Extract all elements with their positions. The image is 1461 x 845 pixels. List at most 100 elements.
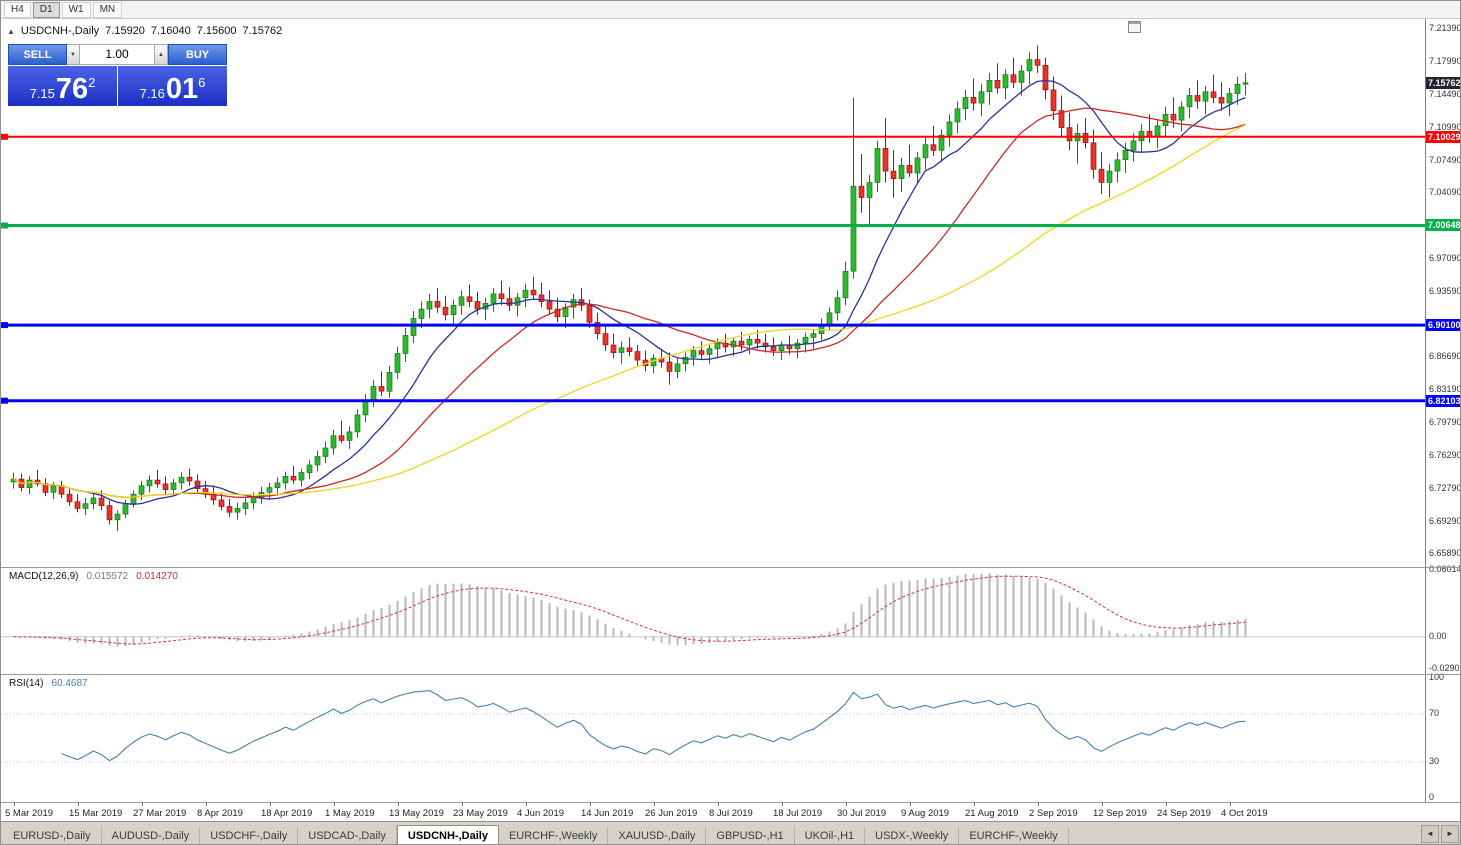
date-tick-mark bbox=[397, 803, 399, 806]
date-axis-label: 30 Jul 2019 bbox=[837, 808, 887, 819]
sell-button[interactable]: SELL bbox=[8, 44, 67, 65]
price-axis[interactable]: 7.21390 7.17990 7.14490 7.10990 7.07490 7.040… bbox=[1425, 19, 1461, 802]
date-axis[interactable]: 5 Mar 2019 15 Mar 2019 27 Mar 2019 8 Apr 20… bbox=[1, 802, 1460, 821]
price-axis-label: 6.86690 bbox=[1429, 351, 1461, 362]
price-axis-label: 7.10990 bbox=[1429, 121, 1461, 132]
rsi-panel-separator[interactable] bbox=[1, 674, 1460, 675]
date-axis-label: 14 Jun 2019 bbox=[581, 808, 634, 819]
chart-tab-usdx-weekly[interactable]: USDX-,Weekly bbox=[865, 826, 960, 844]
high-value: 7.16040 bbox=[150, 25, 191, 37]
buy-price-main: 7.16 bbox=[139, 86, 165, 101]
macd-label: MACD(12,26,9) 0.015572 0.014270 bbox=[9, 571, 178, 582]
price-axis-label: 6.83190 bbox=[1429, 384, 1461, 395]
date-tick-mark bbox=[589, 803, 591, 806]
date-tick-mark bbox=[653, 803, 655, 806]
date-axis-label: 8 Jul 2019 bbox=[709, 808, 753, 819]
macd-value: 0.015572 bbox=[86, 571, 129, 582]
line-price-tag: 7.00648 bbox=[1426, 219, 1460, 232]
date-tick-mark bbox=[973, 803, 975, 806]
current-price-tag: 7.15762 bbox=[1426, 76, 1460, 89]
price-axis-label: 6.69290 bbox=[1429, 515, 1461, 526]
date-tick-mark bbox=[717, 803, 719, 806]
date-axis-label: 12 Sep 2019 bbox=[1093, 808, 1147, 819]
price-axis-label: 6.72790 bbox=[1429, 482, 1461, 493]
price-axis-label: 7.14490 bbox=[1429, 88, 1461, 99]
tabs-scroll-left-button[interactable]: ◄ bbox=[1421, 825, 1439, 843]
date-axis-label: 13 May 2019 bbox=[389, 808, 444, 819]
date-axis-label: 8 Apr 2019 bbox=[197, 808, 243, 819]
one-click-trading-panel: SELL ▼ 1.00 ▲ BUY 7.15 76 2 7.16 01 6 bbox=[8, 44, 227, 106]
chart-tab-ukoil-h1[interactable]: UKOil-,H1 bbox=[795, 826, 866, 844]
buy-price-display[interactable]: 7.16 01 6 bbox=[118, 66, 227, 106]
chart-window[interactable]: 7.21390 7.17990 7.14490 7.10990 7.07490 7.040… bbox=[1, 19, 1461, 821]
date-tick-mark bbox=[845, 803, 847, 806]
date-tick-mark bbox=[141, 803, 143, 806]
sell-price-display[interactable]: 7.15 76 2 bbox=[8, 66, 117, 106]
chart-tab-bar: EURUSD-,Daily AUDUSD-,Daily USDCHF-,Daily U… bbox=[1, 821, 1460, 844]
price-axis-label: 7.07490 bbox=[1429, 154, 1461, 165]
timeframe-toolbar: H4 D1 W1 MN bbox=[1, 1, 1460, 19]
volume-decrease-button[interactable]: ▼ bbox=[67, 44, 80, 65]
date-tick-mark bbox=[525, 803, 527, 806]
rsi-title: RSI(14) bbox=[9, 678, 44, 689]
macd-indicator-canvas[interactable] bbox=[1, 567, 1425, 674]
date-tick-mark bbox=[333, 803, 335, 806]
symbol-title: USDCNH-,Daily bbox=[20, 25, 100, 37]
rsi-axis-label: 0 bbox=[1429, 792, 1435, 802]
date-tick-mark bbox=[461, 803, 463, 806]
rsi-indicator-canvas[interactable] bbox=[1, 674, 1425, 802]
date-tick-mark bbox=[1229, 803, 1231, 806]
chart-tab-gbpusd-h1[interactable]: GBPUSD-,H1 bbox=[706, 826, 795, 844]
price-axis-label: 7.17990 bbox=[1429, 55, 1461, 66]
volume-increase-button[interactable]: ▲ bbox=[155, 44, 168, 65]
line-price-tag: 6.82103 bbox=[1426, 394, 1460, 407]
rsi-label: RSI(14) 60.4687 bbox=[9, 678, 88, 689]
rsi-axis-label: 30 bbox=[1429, 756, 1440, 766]
date-tick-mark bbox=[1165, 803, 1167, 806]
macd-axis-label: 0.060146 bbox=[1429, 564, 1460, 574]
chart-tab-eurusd-daily[interactable]: EURUSD-,Daily bbox=[3, 826, 102, 844]
timeframe-w1-button[interactable]: W1 bbox=[61, 1, 91, 18]
volume-input[interactable]: 1.00 bbox=[80, 44, 155, 65]
line-price-tag: 7.10029 bbox=[1426, 130, 1460, 143]
collapse-panel-icon[interactable]: ▲ bbox=[7, 26, 15, 36]
chart-tab-usdcad-daily[interactable]: USDCAD-,Daily bbox=[298, 826, 397, 844]
low-value: 7.15600 bbox=[196, 25, 237, 37]
chart-tab-eurchf-weekly[interactable]: EURCHF-,Weekly bbox=[499, 826, 609, 844]
timeframe-d1-button[interactable]: D1 bbox=[32, 1, 60, 18]
timeframe-mn-button[interactable]: MN bbox=[92, 1, 123, 18]
chart-tab-eurchf-weekly[interactable]: EURCHF-,Weekly bbox=[959, 826, 1069, 844]
date-tick-mark bbox=[77, 803, 79, 806]
date-axis-label: 23 May 2019 bbox=[453, 808, 508, 819]
price-axis-label: 6.79790 bbox=[1429, 416, 1461, 427]
buy-button[interactable]: BUY bbox=[168, 44, 227, 65]
timeframe-h4-button[interactable]: H4 bbox=[4, 1, 31, 18]
chart-tab-xauusd-daily[interactable]: XAUUSD-,Daily bbox=[608, 826, 707, 844]
date-axis-label: 5 Mar 2019 bbox=[5, 808, 54, 819]
macd-axis-label: -0.029064 bbox=[1429, 662, 1460, 673]
date-tick-mark bbox=[1101, 803, 1103, 806]
buy-price-point: 6 bbox=[198, 75, 206, 90]
chart-tab-usdchf-daily[interactable]: USDCHF-,Daily bbox=[200, 826, 299, 844]
chart-tab-audusd-daily[interactable]: AUDUSD-,Daily bbox=[102, 826, 201, 844]
macd-title: MACD(12,26,9) bbox=[9, 571, 79, 582]
macd-panel-separator[interactable] bbox=[1, 567, 1460, 568]
price-axis-label: 7.04090 bbox=[1429, 186, 1461, 197]
open-value: 7.15920 bbox=[105, 25, 145, 37]
date-tick-mark bbox=[13, 803, 15, 806]
restore-window-icon[interactable] bbox=[1128, 21, 1141, 33]
price-chart-canvas[interactable] bbox=[1, 19, 1425, 567]
price-axis-label: 6.65890 bbox=[1429, 547, 1461, 558]
sell-price-main: 7.15 bbox=[29, 86, 55, 101]
macd-axis-label: 0.00 bbox=[1429, 630, 1447, 641]
chart-ohlc-header: ▲ USDCNH-,Daily 7.15920 7.16040 7.15600 … bbox=[7, 25, 282, 37]
tabs-scroll-right-button[interactable]: ► bbox=[1441, 825, 1459, 843]
date-axis-label: 27 Mar 2019 bbox=[133, 808, 187, 819]
rsi-value: 60.4687 bbox=[51, 678, 88, 689]
date-tick-mark bbox=[1037, 803, 1039, 806]
date-axis-label: 2 Sep 2019 bbox=[1029, 808, 1078, 819]
date-axis-label: 18 Apr 2019 bbox=[261, 808, 313, 819]
sell-price-point: 2 bbox=[88, 75, 96, 90]
chart-tab-usdcnh-daily[interactable]: USDCNH-,Daily bbox=[396, 825, 499, 844]
